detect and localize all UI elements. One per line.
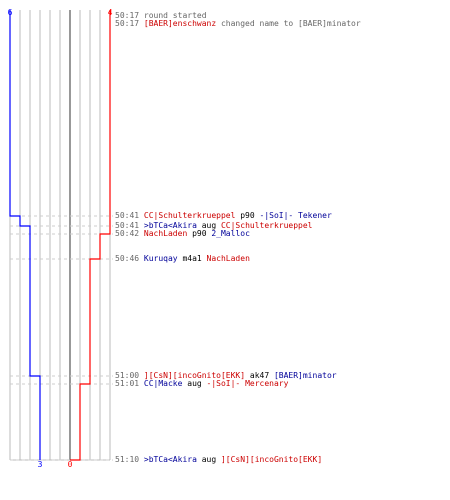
event-text: ][CsN][incoGnito[EKK] [144,371,245,380]
team-count-lines [9,10,111,461]
event-line: 50:42 NachLaden p90 2_Malloc [115,229,250,238]
event-line: 51:01 CC|Macke aug -|SoI|- Mercenary [115,379,289,388]
event-text: round started [144,11,207,20]
event-text: >bTCa<Akira [144,455,197,464]
event-text: CC|Macke [144,379,183,388]
event-time: 50:17 [115,19,144,28]
event-time: 50:41 [115,221,144,230]
event-time: 50:17 [115,11,144,20]
event-line: 51:10 >bTCa<Akira aug ][CsN][incoGnito[E… [115,455,322,464]
event-line: 50:41 CC|Schulterkrueppel p90 -|SoI|- Te… [115,211,332,220]
red-team-line [70,10,111,461]
event-text: ak47 [245,371,274,380]
event-text: aug [197,455,221,464]
event-text: -|SoI|- Tekener [260,211,332,220]
blue-start-count: 6 [8,8,13,17]
event-time: 51:00 [115,371,144,380]
event-text: m4a1 [178,254,207,263]
event-text: CC|Schulterkrueppel [144,211,236,220]
player-grid [9,10,111,461]
blue-end-count: 3 [38,460,43,469]
event-line: 50:17 round started [115,11,207,20]
event-time: 51:10 [115,455,144,464]
event-text: NachLaden [207,254,251,263]
event-text: -|SoI|- Mercenary [207,379,289,388]
blue-team-line [9,10,41,460]
event-text: 2_Malloc [211,229,250,238]
event-text: aug [182,379,206,388]
event-time: 51:01 [115,379,144,388]
event-line: 50:46 Kuruqay m4a1 NachLaden [115,254,250,263]
event-text: Kuruqay [144,254,178,263]
event-line: 50:17 [BAER]enschwanz changed name to [B… [115,19,361,28]
event-text: >bTCa<Akira [144,221,197,230]
event-line: 50:41 >bTCa<Akira aug CC|Schulterkrueppe… [115,221,313,230]
red-start-count: 4 [108,8,113,17]
event-text: [BAER]minator [274,371,337,380]
event-line: 51:00 ][CsN][incoGnito[EKK] ak47 [BAER]m… [115,371,337,380]
event-text: ][CsN][incoGnito[EKK] [221,455,322,464]
event-text: p90 [235,211,259,220]
event-time: 50:46 [115,254,144,263]
event-text: changed name to [BAER]minator [216,19,361,28]
event-text: [BAER]enschwanz [144,19,216,28]
event-text: p90 [187,229,211,238]
event-text: CC|Schulterkrueppel [221,221,313,230]
event-time: 50:42 [115,229,144,238]
event-time: 50:41 [115,211,144,220]
event-guide-lines [10,215,113,461]
event-text: NachLaden [144,229,188,238]
event-text: aug [197,221,221,230]
red-end-count: 0 [68,460,73,469]
